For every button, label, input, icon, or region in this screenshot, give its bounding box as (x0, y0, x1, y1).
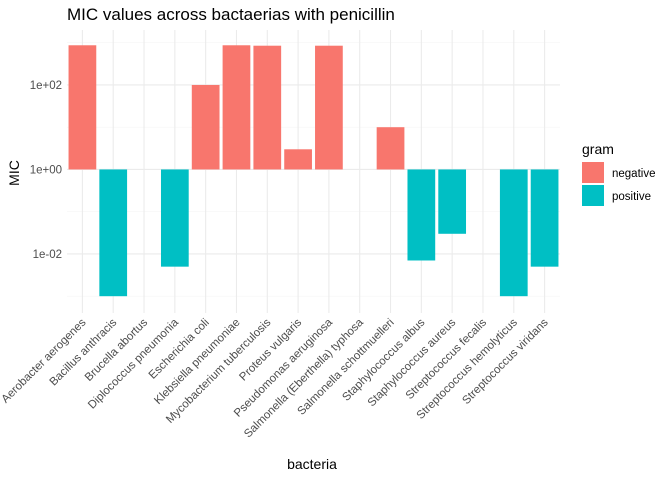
y-tick-label: 1e+00 (30, 164, 62, 176)
bar-negative (253, 45, 282, 170)
y-axis-title: MIC (6, 160, 22, 186)
chart-title: MIC values across bactaerias with penici… (67, 5, 395, 24)
legend-key-negative (582, 162, 604, 183)
bar-negative (191, 84, 220, 170)
legend-label-negative: negative (612, 168, 655, 180)
x-axis-title: bacteria (287, 456, 337, 472)
bar-negative (68, 45, 97, 170)
bar-negative (376, 127, 405, 170)
bar-positive (407, 169, 436, 261)
bar-positive (160, 169, 189, 267)
y-tick-label: 1e+02 (30, 80, 62, 92)
bar-negative (222, 45, 251, 170)
bar-negative (284, 149, 312, 170)
plot-bars (68, 45, 559, 297)
bar-negative (315, 45, 343, 170)
bar-positive (438, 169, 467, 234)
plot-grid (67, 30, 560, 313)
y-axis-ticks: 1e-02 1e+00 1e+02 (30, 80, 62, 261)
legend: gram negative positive (582, 141, 655, 206)
legend-title: gram (582, 141, 614, 157)
legend-key-positive (582, 185, 604, 206)
bar-positive (99, 169, 128, 297)
legend-label-positive: positive (612, 191, 651, 203)
legend-items: negative positive (582, 162, 655, 206)
bar-positive (530, 169, 559, 267)
bar-positive (499, 169, 528, 297)
y-tick-label: 1e-02 (33, 249, 62, 261)
